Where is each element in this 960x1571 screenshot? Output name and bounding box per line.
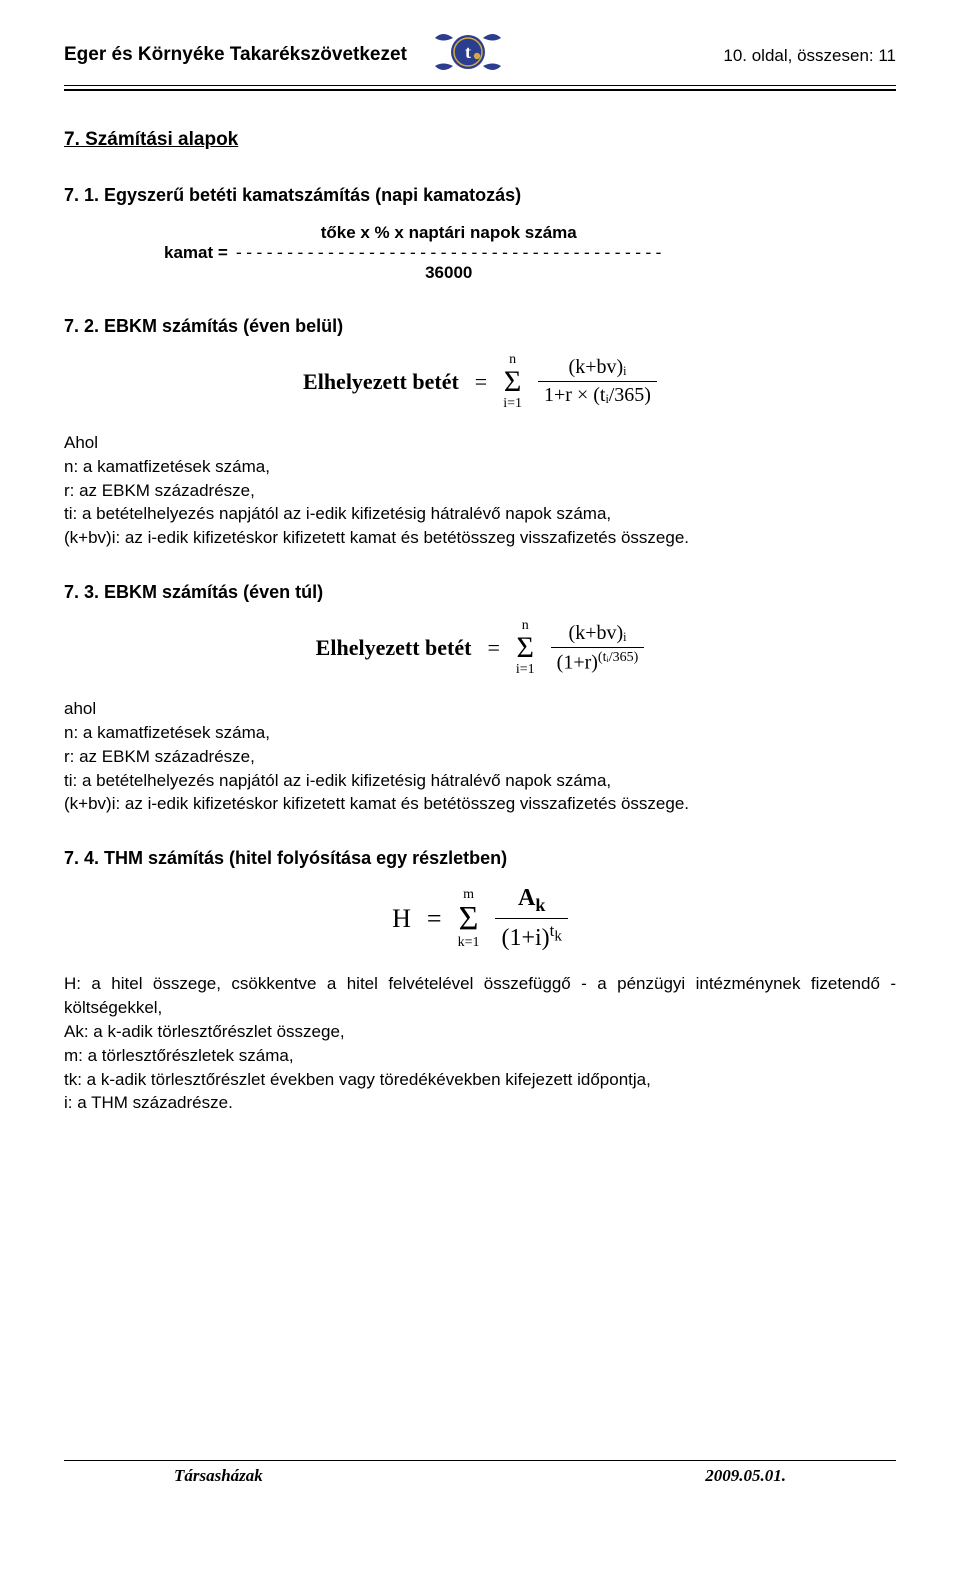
logo-icon: t (431, 32, 505, 79)
formula-7-2-lhs: Elhelyezett betét (303, 367, 459, 398)
sum-lower: i=1 (503, 397, 522, 411)
fraction-numerator: (k+bv)ᵢ (563, 622, 633, 647)
den-base: (1+i) (501, 925, 549, 951)
formula-7-3: Elhelyezett betét = n Σ i=1 (k+bv)ᵢ (1+r… (64, 619, 896, 677)
legend-line: H: a hitel összege, csökkentve a hitel f… (64, 972, 896, 1020)
legend-line: r: az EBKM századrésze, (64, 745, 896, 769)
formula-7-2-fraction: (k+bv)ᵢ 1+r × (tᵢ/365) (538, 356, 657, 407)
num-sub: k (535, 895, 545, 915)
page-footer: Társasházak 2009.05.01. (64, 1460, 896, 1488)
legend-line: r: az EBKM századrésze, (64, 479, 896, 503)
legend-7-2: Ahol n: a kamatfizetések száma, r: az EB… (64, 431, 896, 550)
page-header: Eger és Környéke Takarékszövetkezet t 10… (64, 32, 896, 79)
legend-7-4: H: a hitel összege, csökkentve a hitel f… (64, 972, 896, 1115)
formula-7-4-lhs: H (392, 901, 411, 937)
header-rule (64, 85, 896, 91)
formula-7-3-lhs: Elhelyezett betét (316, 633, 472, 664)
num-base: A (518, 885, 535, 911)
fraction-denominator: (1+r)(tᵢ/365) (551, 648, 645, 675)
section-title: 7. Számítási alapok (64, 127, 896, 154)
subsection-7-3-title: 7. 3. EBKM számítás (éven túl) (64, 580, 896, 605)
fraction-denominator: 1+r × (tᵢ/365) (538, 382, 657, 407)
subsection-7-4-title: 7. 4. THM számítás (hitel folyósítása eg… (64, 846, 896, 871)
legend-line: Ak: a k-adik törlesztőrészlet összege, (64, 1020, 896, 1044)
legend-head: ahol (64, 697, 896, 721)
kamat-label: kamat = (164, 241, 228, 265)
exp-k: k (554, 928, 562, 944)
sum-symbol: n Σ i=1 (516, 619, 535, 677)
legend-head: Ahol (64, 431, 896, 455)
fraction-denominator: (1+i)tk (495, 919, 567, 953)
den-exponent: (tᵢ/365) (598, 650, 638, 665)
sum-lower: i=1 (516, 663, 535, 677)
den-base: (1+r) (557, 651, 598, 673)
legend-line: (k+bv)i: az i-edik kifizetéskor kifizete… (64, 526, 896, 550)
formula-7-4-fraction: Ak (1+i)tk (495, 885, 567, 952)
footer-left: Társasházak (174, 1464, 263, 1488)
formula-7-2: Elhelyezett betét = n Σ i=1 (k+bv)ᵢ 1+r … (64, 353, 896, 411)
den-exponent: tk (550, 921, 562, 940)
formula-7-4: H = m Σ k=1 Ak (1+i)tk (64, 885, 896, 952)
sum-lower: k=1 (458, 936, 480, 950)
legend-7-3: ahol n: a kamatfizetések száma, r: az EB… (64, 697, 896, 816)
org-name: Eger és Környéke Takarékszövetkezet (64, 42, 407, 69)
footer-right: 2009.05.01. (705, 1464, 786, 1488)
formula-7-1: kamat = tőke x % x naptári napok száma -… (164, 223, 896, 284)
legend-line: i: a THM századrésze. (64, 1091, 896, 1115)
legend-line: m: a törlesztőrészletek száma, (64, 1044, 896, 1068)
legend-line: n: a kamatfizetések száma, (64, 721, 896, 745)
page-number: 10. oldal, összesen: 11 (723, 44, 896, 68)
fraction-numerator: Ak (512, 885, 551, 917)
formula-7-1-denominator: 36000 (425, 263, 472, 283)
sigma-icon: Σ (517, 633, 534, 663)
formula-7-1-line: ----------------------------------------… (234, 243, 664, 263)
legend-line: ti: a betételhelyezés napjától az i-edik… (64, 502, 896, 526)
svg-text:t: t (465, 42, 471, 62)
sigma-icon: Σ (504, 367, 521, 397)
sigma-icon: Σ (459, 902, 479, 936)
legend-line: n: a kamatfizetések száma, (64, 455, 896, 479)
equals-sign: = (427, 901, 442, 937)
legend-line: ti: a betételhelyezés napjától az i-edik… (64, 769, 896, 793)
sum-symbol: m Σ k=1 (458, 888, 480, 950)
equals-sign: = (487, 633, 499, 664)
subsection-7-2-title: 7. 2. EBKM számítás (éven belül) (64, 314, 896, 339)
legend-line: tk: a k-adik törlesztőrészlet években va… (64, 1068, 896, 1092)
legend-line: (k+bv)i: az i-edik kifizetéskor kifizete… (64, 792, 896, 816)
equals-sign: = (475, 367, 487, 398)
sum-symbol: n Σ i=1 (503, 353, 522, 411)
formula-7-1-numerator: tőke x % x naptári napok száma (321, 223, 577, 243)
fraction-numerator: (k+bv)ᵢ (563, 356, 633, 381)
subsection-7-1-title: 7. 1. Egyszerű betéti kamatszámítás (nap… (64, 183, 896, 208)
formula-7-3-fraction: (k+bv)ᵢ (1+r)(tᵢ/365) (551, 622, 645, 675)
